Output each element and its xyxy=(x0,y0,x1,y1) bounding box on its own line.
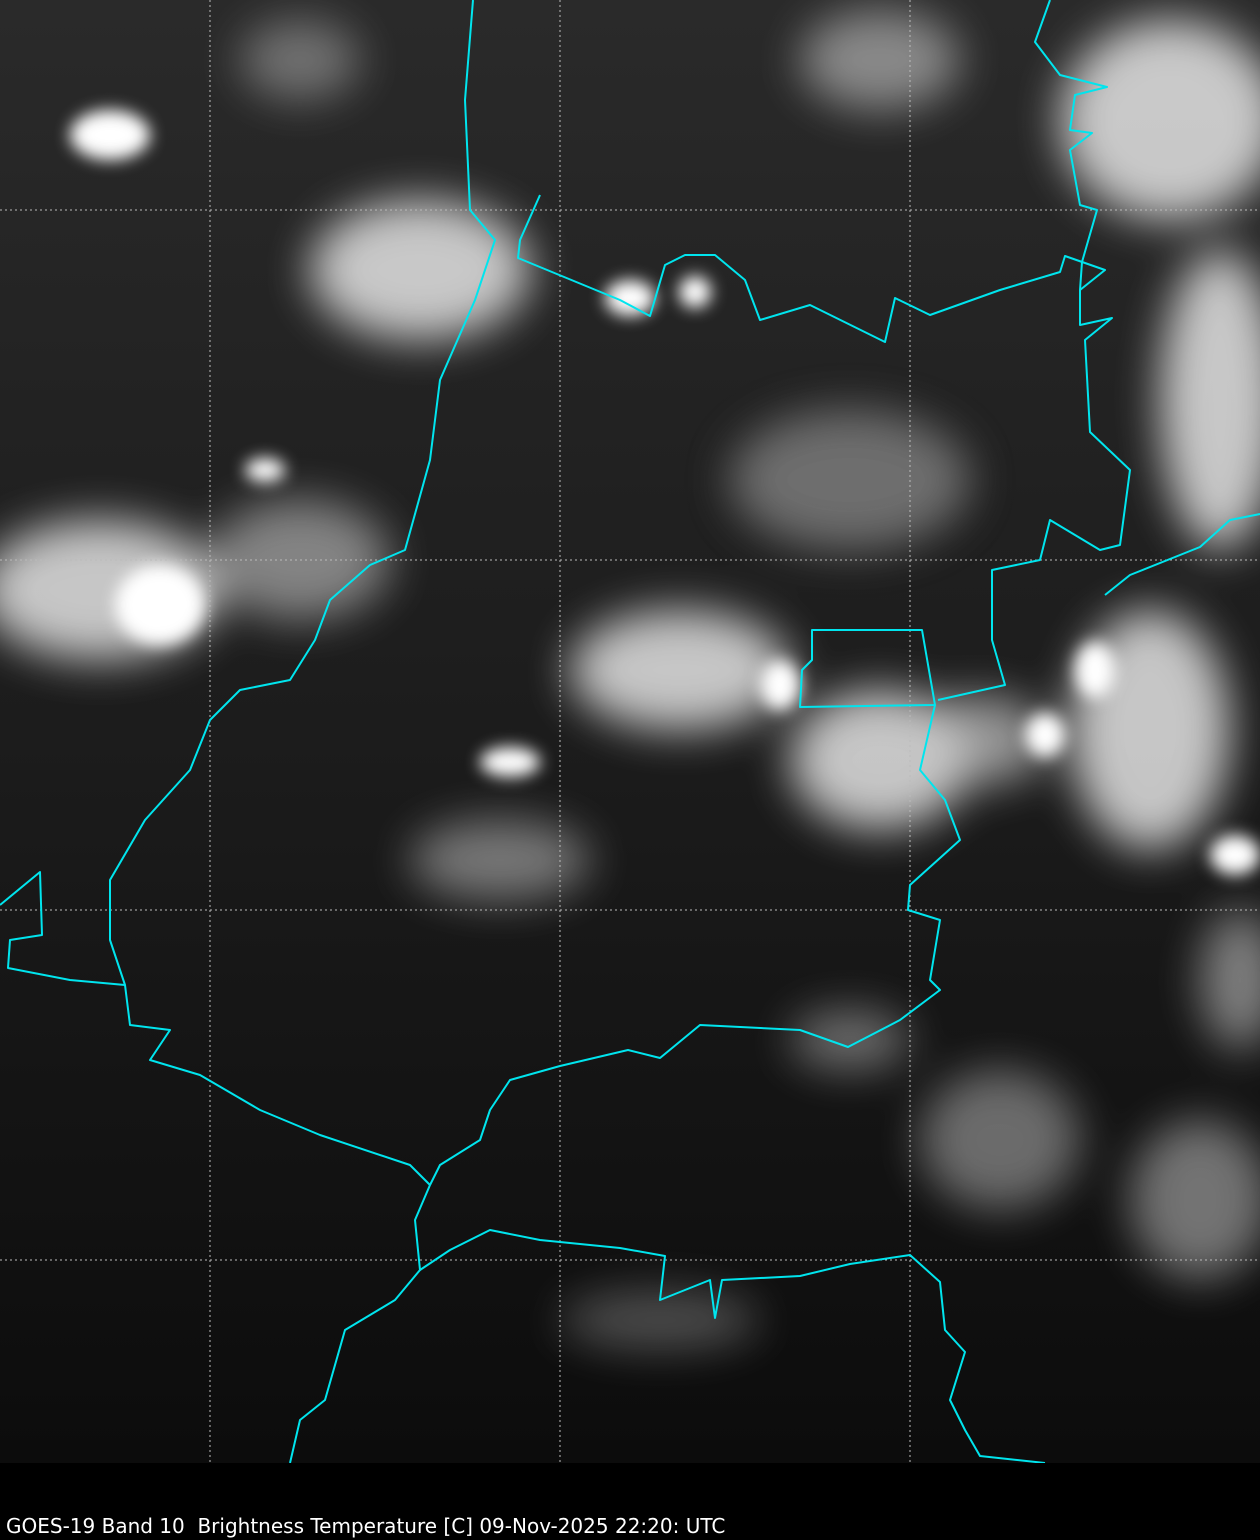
political-borders xyxy=(0,0,1260,1463)
border-line xyxy=(799,629,936,708)
lat-lon-graticule xyxy=(0,0,1260,1463)
border-line xyxy=(1104,513,1260,596)
border-line xyxy=(429,704,961,1186)
cloud-field xyxy=(0,10,1260,1350)
border-line xyxy=(419,1229,1046,1463)
image-caption: GOES-19 Band 10 Brightness Temperature [… xyxy=(6,1514,726,1538)
border-line xyxy=(0,871,126,986)
border-line xyxy=(109,0,496,1463)
border-line xyxy=(517,194,1131,701)
border-line xyxy=(1034,0,1108,291)
satellite-image xyxy=(0,0,1260,1463)
